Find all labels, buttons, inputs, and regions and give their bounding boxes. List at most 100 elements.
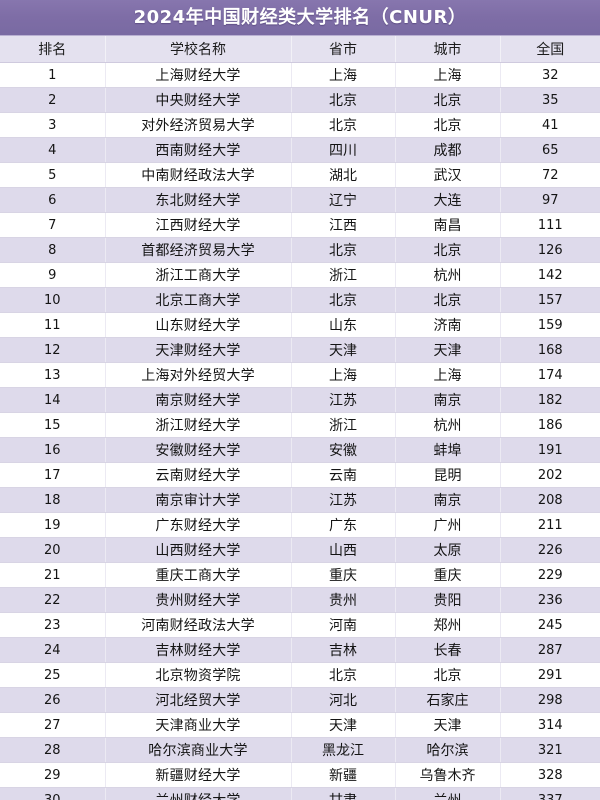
table-body: 1 上海财经大学 上海 上海 32 2 中央财经大学 北京 北京 35 3 对外经济贸易大学 北京 北京 4… (0, 62, 600, 800)
table-row: 27 天津商业大学 天津 天津 314 (0, 712, 600, 738)
cell-school: 兰州财经大学 (105, 787, 292, 800)
table-row: 26 河北经贸大学 河北 石家庄 298 (0, 687, 600, 713)
cell-rank: 23 (0, 612, 106, 638)
cell-city: 上海 (395, 62, 501, 88)
cell-rank: 19 (0, 512, 106, 538)
cell-national: 337 (500, 787, 600, 800)
cell-school: 山西财经大学 (105, 537, 292, 563)
cell-province: 江西 (291, 212, 396, 238)
cell-city: 济南 (395, 312, 501, 338)
cell-school: 中南财经政法大学 (105, 162, 292, 188)
cell-national: 174 (500, 362, 600, 388)
cell-national: 186 (500, 412, 600, 438)
table-row: 9 浙江工商大学 浙江 杭州 142 (0, 262, 600, 288)
cell-province: 广东 (291, 512, 396, 538)
table-header: 排名 学校名称 省市 城市 全国 (0, 36, 600, 63)
table-row: 1 上海财经大学 上海 上海 32 (0, 62, 600, 88)
cell-school: 中央财经大学 (105, 87, 292, 113)
cell-city: 重庆 (395, 562, 501, 588)
table-row: 16 安徽财经大学 安徽 蚌埠 191 (0, 437, 600, 463)
table-row: 30兰州财经大学甘肃兰州337 (0, 787, 600, 800)
cell-school: 南京财经大学 (105, 387, 292, 413)
cell-national: 229 (500, 562, 600, 588)
cell-city: 哈尔滨 (395, 737, 501, 763)
table-row: 10 北京工商大学 北京 北京 157 (0, 287, 600, 313)
cell-province: 河北 (291, 687, 396, 713)
cell-school: 北京工商大学 (105, 287, 292, 313)
cell-school: 吉林财经大学 (105, 637, 292, 663)
cell-national: 159 (500, 312, 600, 338)
cell-national: 321 (500, 737, 600, 763)
table-row: 17 云南财经大学 云南 昆明 202 (0, 462, 600, 488)
cell-school: 南京审计大学 (105, 487, 292, 513)
cell-city: 天津 (395, 712, 501, 738)
cell-rank: 25 (0, 662, 106, 688)
cell-city: 杭州 (395, 262, 501, 288)
cell-city: 南京 (395, 387, 501, 413)
cell-national: 35 (500, 87, 600, 113)
title-banner: 2024年中国财经类大学排名（CNUR） (0, 0, 600, 36)
cell-city: 大连 (395, 187, 501, 213)
cell-province: 天津 (291, 712, 396, 738)
table-header-row: 排名 学校名称 省市 城市 全国 (0, 36, 600, 63)
cell-city: 南昌 (395, 212, 501, 238)
cell-school: 对外经济贸易大学 (105, 112, 292, 138)
cell-province: 云南 (291, 462, 396, 488)
column-header-school: 学校名称 (105, 36, 292, 63)
cell-rank: 9 (0, 262, 106, 288)
table-row: 20 山西财经大学 山西 太原 226 (0, 537, 600, 563)
cell-province: 山东 (291, 312, 396, 338)
cell-province: 辽宁 (291, 187, 396, 213)
cell-city: 贵阳 (395, 587, 501, 613)
cell-school: 北京物资学院 (105, 662, 292, 688)
cell-school: 上海对外经贸大学 (105, 362, 292, 388)
cell-school: 河北经贸大学 (105, 687, 292, 713)
cell-national: 32 (500, 62, 600, 88)
column-header-rank: 排名 (0, 36, 106, 63)
cell-school: 安徽财经大学 (105, 437, 292, 463)
cell-city: 蚌埠 (395, 437, 501, 463)
cell-city: 北京 (395, 237, 501, 263)
cell-city: 兰州 (395, 787, 501, 800)
cell-school: 云南财经大学 (105, 462, 292, 488)
table-row: 7 江西财经大学 江西 南昌 111 (0, 212, 600, 238)
page-title: 2024年中国财经类大学排名（CNUR） (133, 6, 467, 28)
cell-school: 江西财经大学 (105, 212, 292, 238)
cell-school: 东北财经大学 (105, 187, 292, 213)
cell-national: 168 (500, 337, 600, 363)
cell-national: 298 (500, 687, 600, 713)
table-row: 25 北京物资学院 北京 北京 291 (0, 662, 600, 688)
table-row: 21 重庆工商大学 重庆 重庆 229 (0, 562, 600, 588)
cell-school: 山东财经大学 (105, 312, 292, 338)
cell-province: 山西 (291, 537, 396, 563)
cell-city: 武汉 (395, 162, 501, 188)
cell-school: 天津商业大学 (105, 712, 292, 738)
cell-national: 211 (500, 512, 600, 538)
cell-school: 上海财经大学 (105, 62, 292, 88)
cell-national: 97 (500, 187, 600, 213)
table-row: 23 河南财经政法大学 河南 郑州 245 (0, 612, 600, 638)
cell-city: 北京 (395, 87, 501, 113)
cell-national: 236 (500, 587, 600, 613)
cell-national: 72 (500, 162, 600, 188)
cell-rank: 20 (0, 537, 106, 563)
cell-rank: 12 (0, 337, 106, 363)
cell-province: 天津 (291, 337, 396, 363)
cell-national: 157 (500, 287, 600, 313)
cell-province: 黑龙江 (291, 737, 396, 763)
cell-province: 贵州 (291, 587, 396, 613)
cell-province: 吉林 (291, 637, 396, 663)
cell-city: 石家庄 (395, 687, 501, 713)
cell-national: 245 (500, 612, 600, 638)
cell-school: 哈尔滨商业大学 (105, 737, 292, 763)
cell-rank: 14 (0, 387, 106, 413)
cell-province: 安徽 (291, 437, 396, 463)
cell-rank: 22 (0, 587, 106, 613)
cell-province: 北京 (291, 662, 396, 688)
cell-city: 长春 (395, 637, 501, 663)
cell-rank: 21 (0, 562, 106, 588)
cell-city: 杭州 (395, 412, 501, 438)
cell-province: 上海 (291, 362, 396, 388)
cell-rank: 17 (0, 462, 106, 488)
